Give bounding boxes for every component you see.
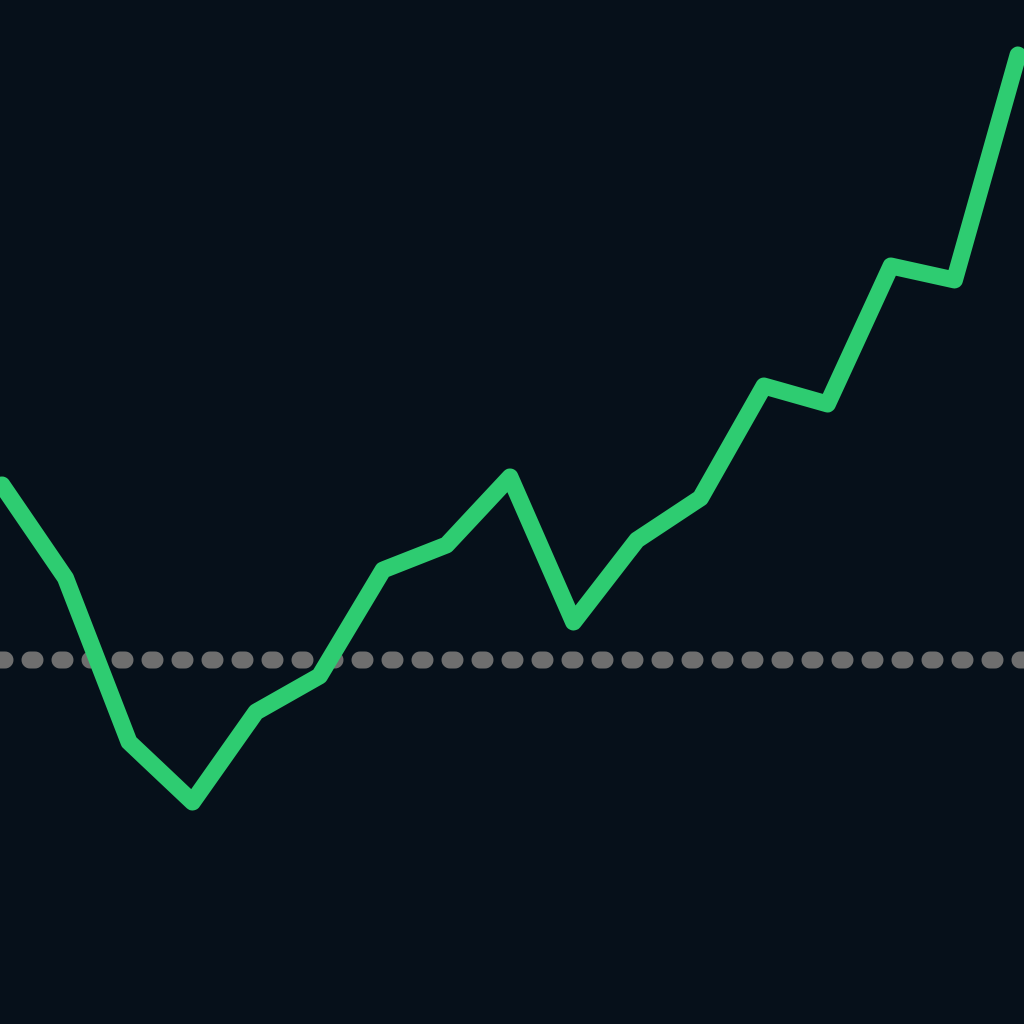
price-line [0, 46, 1024, 811]
